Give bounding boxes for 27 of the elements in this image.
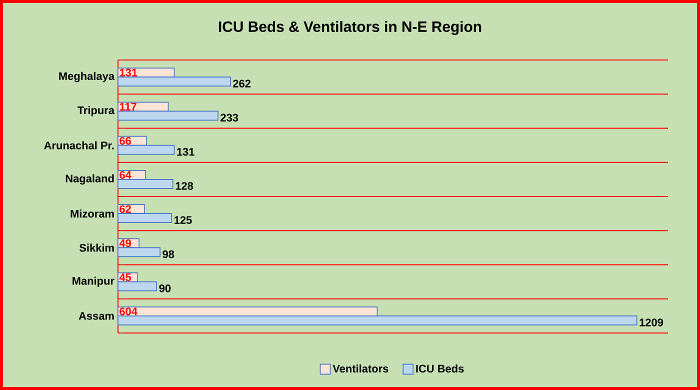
data-label: 604: [120, 308, 138, 316]
y-tick-label: Manipur: [72, 276, 114, 287]
y-tick-label: Nagaland: [66, 174, 114, 185]
data-label: 49: [119, 239, 131, 248]
y-tick-label: Assam: [78, 312, 114, 320]
data-label: 66: [120, 136, 131, 145]
data-label: 233: [220, 114, 238, 122]
data-label: 1209: [640, 318, 664, 326]
y-tick-label: Mizoram: [70, 210, 114, 218]
data-label: 131: [177, 148, 194, 156]
data-label: 62: [120, 205, 131, 213]
legend-label: Ventilators: [332, 364, 388, 373]
data-label: 45: [119, 274, 132, 282]
y-tick-label: Tripura: [77, 106, 115, 116]
data-label: 125: [174, 216, 192, 224]
chart-title: ICU Beds & Ventilators in N-E Region: [218, 21, 482, 35]
data-label: 117: [120, 102, 136, 110]
data-label: 90: [159, 284, 171, 292]
legend-label: ICU Beds: [416, 364, 464, 373]
y-tick-label: Arunachal Pr.: [44, 141, 114, 150]
y-tick-label: Sikkim: [79, 244, 114, 252]
data-label: 262: [233, 80, 250, 88]
data-label: 98: [162, 250, 174, 258]
y-tick-label: Meghalaya: [59, 72, 115, 82]
data-label: 64: [120, 171, 132, 179]
data-label: 131: [120, 68, 138, 76]
data-label: 128: [176, 182, 194, 190]
